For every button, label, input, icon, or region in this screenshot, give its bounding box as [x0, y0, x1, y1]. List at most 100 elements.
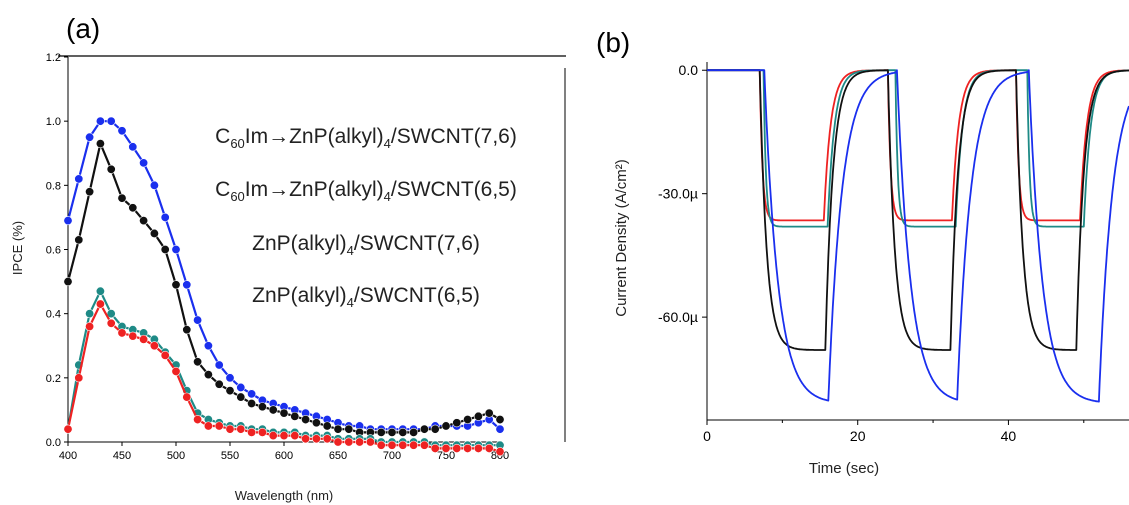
data-point-a-red	[171, 366, 181, 376]
y-tick-label-a: 0.6	[46, 245, 61, 257]
data-point-a-red	[95, 299, 105, 309]
y-axis-label-a: IPCE (%)	[10, 221, 25, 275]
x-tick-label-b: 20	[850, 428, 866, 444]
data-point-a-red	[333, 437, 343, 447]
data-point-a-black	[214, 379, 224, 389]
x-tick-label-b: 40	[1001, 428, 1017, 444]
x-tick-label-b: 0	[703, 428, 711, 444]
x-tick-label-a: 650	[329, 450, 347, 462]
data-point-a-red	[106, 318, 116, 328]
data-point-a-black	[193, 357, 203, 367]
legend-entry-a: ZnP(alkyl)4/SWCNT(7,6)	[252, 232, 480, 258]
data-point-a-black	[376, 427, 386, 437]
data-point-a-blue	[247, 389, 257, 399]
data-point-a-black	[301, 415, 311, 425]
data-point-a-red	[409, 440, 419, 450]
data-point-a-red	[441, 443, 451, 453]
data-point-a-blue	[74, 174, 84, 184]
legend-text: /SWCNT(6,5)	[354, 284, 480, 307]
data-point-a-black	[74, 235, 84, 245]
x-tick-label-a: 500	[167, 450, 185, 462]
data-point-a-black	[430, 424, 440, 434]
x-tick-label-a: 550	[221, 450, 239, 462]
plot-a: 4004505005506006507007508000.00.20.40.60…	[46, 52, 509, 462]
data-point-a-red	[290, 431, 300, 441]
data-point-a-red	[128, 331, 138, 341]
data-point-a-red	[473, 443, 483, 453]
data-point-a-red	[376, 440, 386, 450]
data-point-a-red	[463, 443, 473, 453]
data-point-a-black	[495, 415, 505, 425]
data-point-a-red	[311, 434, 321, 444]
x-axis-label-a: Wavelength (nm)	[235, 488, 334, 503]
data-point-a-black	[149, 228, 159, 238]
data-point-a-red	[322, 434, 332, 444]
x-axis-label-b: Time (sec)	[809, 460, 879, 477]
data-point-a-red	[214, 421, 224, 431]
legend-text: C	[215, 178, 230, 201]
series-line-b-teal	[706, 69, 1129, 228]
series-line-b-black	[706, 69, 1129, 351]
data-point-a-black	[398, 427, 408, 437]
data-point-a-red	[247, 427, 257, 437]
data-point-a-black	[128, 203, 138, 213]
data-point-a-black	[473, 411, 483, 421]
data-point-a-black	[441, 421, 451, 431]
data-point-a-black	[409, 427, 419, 437]
legend-text: /SWCNT(6,5)	[391, 178, 517, 201]
data-point-a-red	[419, 440, 429, 450]
legend-subscript: 60	[230, 136, 244, 151]
data-point-a-red	[225, 424, 235, 434]
data-point-a-black	[387, 427, 397, 437]
data-point-a-black	[203, 370, 213, 380]
y-tick-label-a: 0.4	[46, 309, 61, 321]
panel-a-label: (a)	[66, 13, 100, 44]
data-point-a-red	[484, 443, 494, 453]
legend-entry-a: C60Im→ZnP(alkyl)4/SWCNT(6,5)	[215, 178, 517, 204]
data-point-a-black	[63, 277, 73, 287]
legend-entry-a: ZnP(alkyl)4/SWCNT(6,5)	[252, 284, 480, 310]
data-point-a-red	[160, 350, 170, 360]
data-point-a-blue	[63, 216, 73, 226]
y-tick-label-b: 0.0	[679, 62, 699, 78]
x-tick-label-a: 450	[113, 450, 131, 462]
data-point-a-black	[344, 424, 354, 434]
data-point-a-red	[301, 434, 311, 444]
data-point-a-teal	[85, 309, 95, 319]
series-line-a-blue	[66, 120, 501, 431]
data-point-a-blue	[149, 180, 159, 190]
data-point-a-black	[322, 421, 332, 431]
data-point-a-red	[355, 437, 365, 447]
data-point-a-blue	[214, 360, 224, 370]
series-line-b-blue	[706, 69, 1129, 403]
y-tick-label-b: -60.0µ	[658, 309, 698, 325]
data-point-a-black	[311, 418, 321, 428]
y-tick-label-a: 0.0	[46, 437, 61, 449]
data-point-a-blue	[85, 132, 95, 142]
data-point-a-red	[344, 437, 354, 447]
data-point-a-blue	[182, 280, 192, 290]
data-point-a-red	[268, 431, 278, 441]
legend-subscript: 60	[230, 189, 244, 204]
data-point-a-red	[452, 443, 462, 453]
y-tick-label-a: 0.2	[46, 373, 61, 385]
data-point-a-red	[430, 443, 440, 453]
data-point-a-red	[117, 328, 127, 338]
y-tick-label-b: -30.0µ	[658, 186, 698, 202]
legend-text: /SWCNT(7,6)	[354, 232, 480, 255]
data-point-a-blue	[236, 382, 246, 392]
data-point-a-black	[171, 280, 181, 290]
data-point-a-red	[139, 334, 149, 344]
data-point-a-black	[106, 164, 116, 174]
data-point-a-blue	[193, 315, 203, 325]
data-point-a-black	[452, 418, 462, 428]
data-point-a-black	[236, 392, 246, 402]
y-tick-label-a: 0.8	[46, 180, 61, 192]
data-point-a-blue	[106, 116, 116, 126]
data-point-a-blue	[160, 212, 170, 222]
legend-text: ZnP(alkyl)	[252, 232, 347, 255]
legend-subscript: 4	[347, 295, 354, 310]
plot-b: 0 20 40 0.0 -30.0µ -60.0µ	[658, 62, 1129, 444]
data-point-a-red	[85, 321, 95, 331]
